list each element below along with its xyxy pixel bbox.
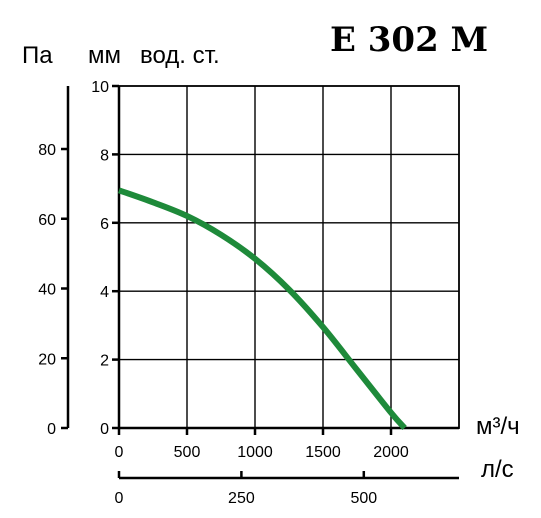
- y-tick-label-pa: 60: [38, 212, 56, 229]
- y-tick-label-pa: 80: [38, 142, 56, 159]
- chart-title: E 302 M: [330, 20, 488, 60]
- unit-label-m3h: м³/ч: [476, 413, 520, 440]
- y-tick-label-pa: 40: [38, 282, 56, 299]
- y-tick-label-mm: 8: [100, 147, 109, 164]
- performance-curve: [118, 187, 407, 431]
- x-tick-label-m3h: 0: [115, 444, 124, 461]
- unit-label-ls: л/с: [481, 456, 514, 483]
- y-tick-label-mm: 6: [100, 216, 109, 233]
- x-tick-label-ls: 250: [228, 490, 255, 507]
- unit-label-pa: Па: [22, 42, 53, 69]
- y-tick-label-mm: 0: [100, 421, 109, 438]
- unit-label-mm: мм: [88, 42, 121, 69]
- y-tick-label-mm: 2: [100, 353, 109, 370]
- x-tick-label-m3h: 500: [174, 444, 201, 461]
- y-tick-label-mm: 4: [100, 284, 109, 301]
- y-tick-label-mm: 10: [91, 79, 109, 96]
- x-tick-label-ls: 500: [350, 490, 377, 507]
- x-tick-label-ls: 0: [115, 490, 124, 507]
- y-tick-label-pa: 0: [47, 421, 56, 438]
- x-tick-label-m3h: 2000: [373, 444, 409, 461]
- x-tick-label-m3h: 1500: [305, 444, 341, 461]
- unit-label-vod: вод. ст.: [140, 42, 220, 69]
- y-tick-label-pa: 20: [38, 351, 56, 368]
- x-tick-label-m3h: 1000: [237, 444, 273, 461]
- plot-frame: [118, 85, 460, 429]
